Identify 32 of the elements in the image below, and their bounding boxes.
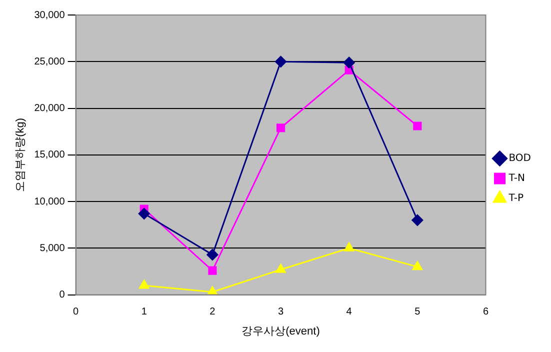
x-tick-label: 4 bbox=[346, 306, 352, 318]
point bbox=[276, 124, 286, 132]
point bbox=[207, 286, 218, 295]
point bbox=[206, 248, 218, 260]
x-axis-title: 강우사상(event) bbox=[242, 325, 320, 338]
point bbox=[412, 214, 424, 226]
y-tick-label: 25,000 bbox=[34, 56, 66, 68]
x-tick-label: 5 bbox=[414, 306, 421, 318]
point bbox=[138, 208, 150, 220]
point bbox=[413, 122, 422, 130]
x-tick-label: 0 bbox=[73, 306, 80, 318]
point bbox=[276, 264, 286, 273]
x-tick-label: 3 bbox=[278, 306, 284, 318]
point bbox=[344, 242, 354, 252]
y-tick-label: 15,000 bbox=[34, 150, 66, 161]
point bbox=[275, 56, 287, 68]
legend-label: T-N bbox=[508, 173, 526, 184]
x-tick-label: 2 bbox=[210, 306, 216, 318]
y-axis-title: 오염부하량(kg) bbox=[14, 118, 27, 192]
legend-label: BOD bbox=[508, 153, 532, 164]
point bbox=[139, 280, 150, 289]
legend-label: T-P bbox=[508, 193, 524, 204]
x-tick-label: 1 bbox=[141, 306, 148, 318]
point bbox=[343, 56, 355, 68]
point bbox=[412, 261, 422, 270]
y-tick-label: 0 bbox=[59, 290, 66, 301]
y-tick-label: 5,000 bbox=[40, 242, 66, 254]
x-tick-label: 6 bbox=[482, 306, 489, 318]
point bbox=[208, 266, 217, 275]
y-tick-label: 10,000 bbox=[34, 196, 66, 208]
y-tick-label: 30,000 bbox=[34, 10, 66, 21]
y-tick-label: 20,000 bbox=[34, 103, 66, 114]
